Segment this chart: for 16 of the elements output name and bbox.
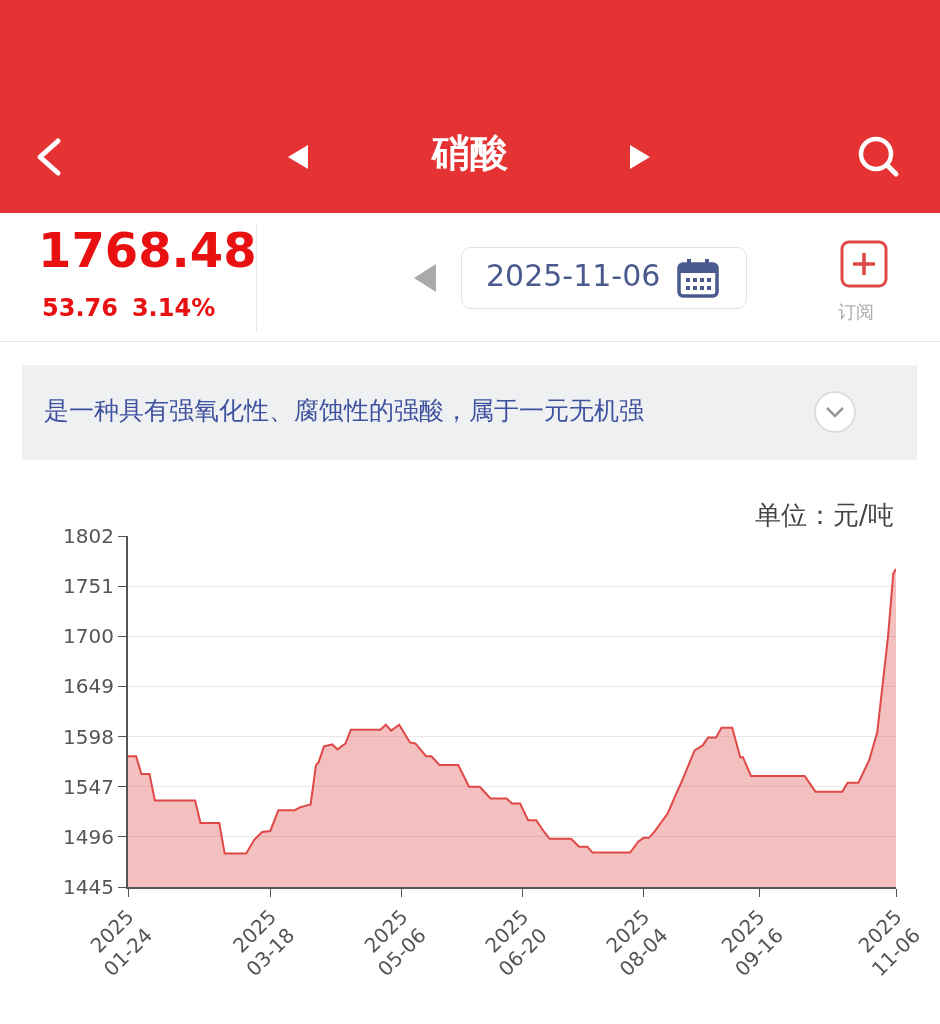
text: 2025-11-06 bbox=[486, 258, 661, 293]
y-tick-label: 1598 bbox=[63, 724, 114, 749]
text: 53.76 bbox=[42, 294, 118, 322]
y-tick-label: 1445 bbox=[63, 875, 114, 899]
chart-title: 硝酸 bbox=[430, 130, 509, 177]
y-axis-title: 单位：元/吨 bbox=[755, 500, 894, 530]
y-tick-label: 1649 bbox=[63, 674, 114, 699]
y-tick-label: 1496 bbox=[63, 824, 114, 849]
y-tick-label: 1751 bbox=[63, 574, 114, 599]
y-tick-label: 1802 bbox=[63, 524, 114, 548]
text: 1768.48 bbox=[38, 222, 257, 278]
y-tick-label: 1547 bbox=[63, 774, 114, 799]
text: 是一种具有强氧化性、腐蚀性的强酸，属于一元无机强 bbox=[44, 395, 644, 427]
text: 订阅 bbox=[838, 300, 874, 324]
text: 3.14% bbox=[131, 294, 216, 322]
y-tick-label: 1700 bbox=[63, 624, 114, 649]
